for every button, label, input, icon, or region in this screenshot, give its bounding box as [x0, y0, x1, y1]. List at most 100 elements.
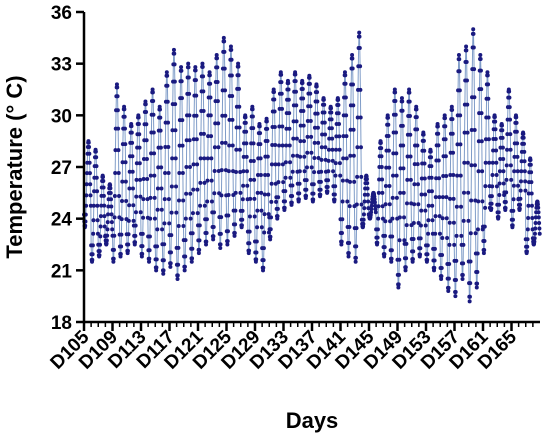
data-point [237, 147, 242, 152]
data-point [255, 190, 260, 195]
data-point [117, 193, 122, 198]
data-point [419, 208, 424, 213]
data-point [244, 141, 249, 146]
data-point [111, 259, 116, 264]
data-point [104, 238, 109, 243]
data-point [416, 202, 421, 207]
data-point [215, 65, 220, 70]
data-point [376, 190, 381, 195]
data-point [464, 78, 469, 83]
data-point [227, 143, 232, 148]
data-point [305, 134, 310, 139]
data-point [241, 183, 246, 188]
data-point [481, 251, 486, 256]
data-point [351, 153, 356, 158]
data-point [168, 261, 173, 266]
data-point [212, 210, 217, 215]
data-point [248, 177, 253, 182]
data-point [387, 202, 392, 207]
data-point [394, 195, 399, 200]
data-point [240, 197, 245, 202]
data-point [84, 193, 89, 198]
data-point [289, 200, 294, 205]
data-point [205, 156, 210, 161]
data-point [149, 151, 154, 156]
data-point [198, 180, 203, 185]
data-point [251, 141, 256, 146]
data-point [136, 121, 141, 126]
data-point [287, 111, 292, 116]
data-point [322, 102, 327, 107]
data-point [257, 124, 262, 129]
data-point [254, 257, 259, 262]
data-point [391, 151, 396, 156]
data-point [262, 192, 267, 197]
data-point [196, 251, 201, 256]
data-point [505, 147, 510, 152]
data-point [353, 259, 358, 264]
data-point [99, 203, 104, 208]
data-point [147, 248, 152, 253]
data-point [156, 165, 161, 170]
data-point [464, 60, 469, 65]
data-point [245, 183, 250, 188]
data-point [181, 223, 186, 228]
data-point [116, 148, 121, 153]
data-point [322, 120, 327, 125]
data-point [358, 64, 363, 69]
data-point [455, 173, 460, 178]
x-axis-label: Days [286, 408, 339, 433]
data-point [490, 184, 495, 189]
data-point [508, 163, 513, 168]
data-point [220, 113, 225, 118]
data-point [400, 108, 405, 113]
data-point [440, 236, 445, 241]
data-point [394, 151, 399, 156]
data-point [114, 82, 119, 87]
data-point [95, 218, 100, 223]
data-point [301, 96, 306, 101]
data-point [194, 137, 199, 142]
data-point [122, 107, 127, 112]
data-point [523, 188, 528, 193]
data-point [201, 89, 206, 94]
data-point [88, 182, 93, 187]
data-point [403, 268, 408, 273]
data-point [418, 236, 423, 241]
data-point [207, 73, 212, 78]
data-point [209, 156, 214, 161]
data-point [405, 177, 410, 182]
data-point [508, 117, 513, 122]
data-point [319, 145, 324, 150]
data-point [369, 200, 374, 205]
data-point [515, 169, 520, 174]
data-point [282, 199, 287, 204]
data-point [449, 104, 454, 109]
data-point [190, 211, 195, 216]
data-point [176, 245, 181, 250]
data-point [308, 91, 313, 96]
data-point [105, 227, 110, 232]
data-point [201, 109, 206, 114]
data-point [287, 126, 292, 131]
data-point [90, 243, 95, 248]
data-point [188, 216, 193, 221]
data-point [288, 160, 293, 165]
data-point [112, 193, 117, 198]
data-point [372, 200, 377, 205]
data-point [133, 210, 138, 215]
data-point [315, 125, 320, 130]
data-point [503, 199, 508, 204]
data-point [134, 194, 139, 199]
data-point [522, 149, 527, 154]
data-point [134, 177, 139, 182]
data-point [375, 227, 380, 232]
data-point [209, 178, 214, 183]
data-point [483, 205, 488, 210]
data-point [300, 86, 305, 91]
data-point [248, 196, 253, 201]
data-point [243, 115, 248, 120]
data-point [493, 137, 498, 142]
data-point [386, 148, 391, 153]
data-point [247, 241, 252, 246]
